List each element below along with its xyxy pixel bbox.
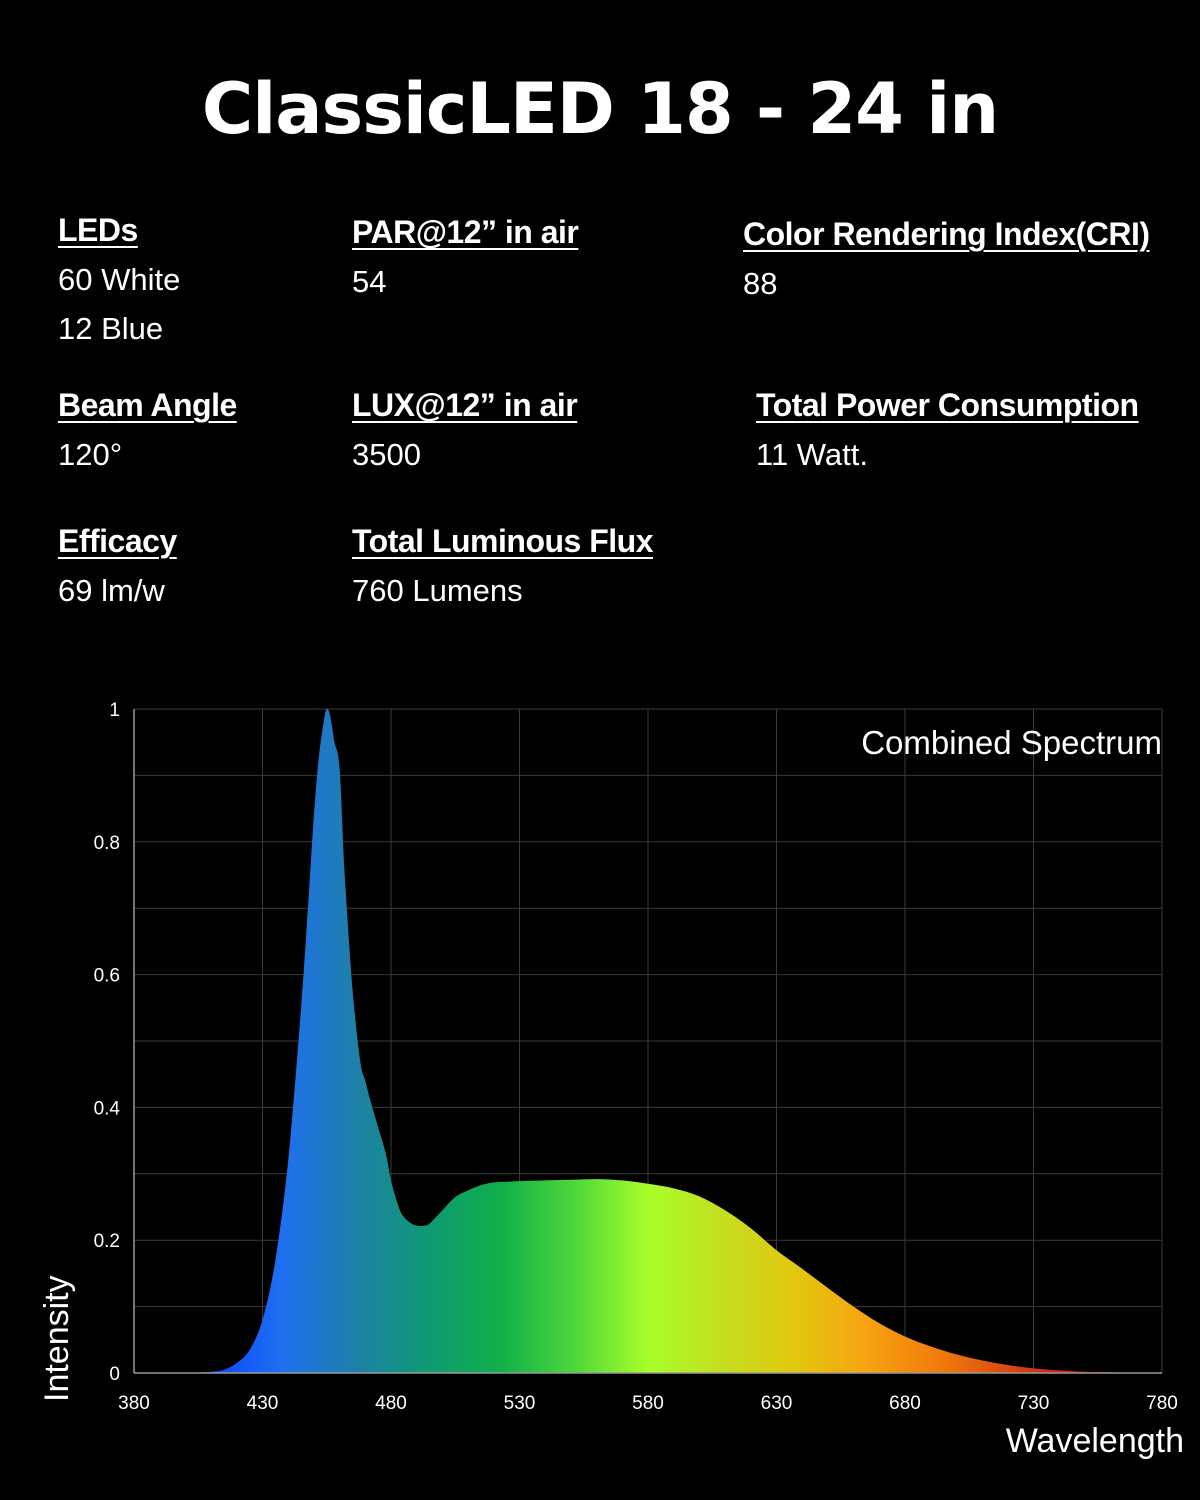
chart-annotation: Combined Spectrum	[861, 724, 1162, 761]
spec-leds-value-white: 60 White	[58, 262, 181, 297]
y-tick-label: 1	[109, 700, 120, 721]
y-axis-label: Intensity	[38, 1275, 76, 1402]
spec-flux: Total Luminous Flux 760 Lumens	[352, 523, 654, 615]
y-tick-label: 0.8	[94, 833, 120, 854]
spec-leds-value-blue: 12 Blue	[58, 311, 164, 346]
spec-flux-value: 760 Lumens	[352, 573, 523, 608]
spec-efficacy-value: 69 lm/w	[58, 573, 165, 608]
spec-cri-value: 88	[743, 266, 778, 301]
spec-lux-label: LUX@12” in air	[352, 387, 578, 423]
x-tick-label: 380	[118, 1393, 150, 1414]
spec-cri: Color Rendering Index(CRI) 88	[743, 216, 1150, 308]
spec-par-value: 54	[352, 264, 387, 299]
y-tick-label: 0.4	[94, 1098, 121, 1119]
spec-power-value: 11 Watt.	[756, 437, 868, 472]
x-tick-label: 780	[1146, 1393, 1178, 1414]
spec-flux-label: Total Luminous Flux	[352, 523, 654, 559]
x-tick-label: 630	[761, 1393, 793, 1414]
spec-par-label: PAR@12” in air	[352, 214, 579, 250]
y-tick-labels: 0 0.2 0.4 0.6 0.8 1	[94, 700, 121, 1385]
spectrum-area	[134, 708, 1162, 1373]
spec-leds: LEDs 60 White 12 Blue	[58, 212, 180, 353]
x-tick-label: 730	[1018, 1393, 1050, 1414]
y-tick-label: 0	[109, 1364, 120, 1385]
spec-power-label: Total Power Consumption	[756, 387, 1139, 423]
spec-beam-angle: Beam Angle 120°	[58, 387, 237, 479]
x-tick-label: 480	[375, 1393, 407, 1414]
x-tick-label: 530	[504, 1393, 536, 1414]
spec-lux: LUX@12” in air 3500	[352, 387, 578, 479]
spec-beam-angle-label: Beam Angle	[58, 387, 237, 423]
x-tick-labels: 380 430 480 530 580 630 680 730 780	[118, 1393, 1178, 1414]
spec-power: Total Power Consumption 11 Watt.	[756, 387, 1139, 479]
spec-efficacy-label: Efficacy	[58, 523, 177, 559]
x-axis-label: Wavelength	[1006, 1422, 1184, 1460]
spec-efficacy: Efficacy 69 lm/w	[58, 523, 177, 615]
y-tick-label: 0.6	[94, 966, 120, 987]
spec-beam-angle-value: 120°	[58, 437, 123, 472]
spec-leds-label: LEDs	[58, 212, 138, 248]
spec-cri-label: Color Rendering Index(CRI)	[743, 216, 1150, 252]
y-tick-label: 0.2	[94, 1231, 120, 1252]
x-tick-label: 430	[247, 1393, 279, 1414]
x-tick-label: 680	[889, 1393, 921, 1414]
spec-par: PAR@12” in air 54	[352, 214, 579, 306]
x-tick-label: 580	[632, 1393, 664, 1414]
page-title: ClassicLED 18 - 24 in	[201, 68, 999, 150]
spec-lux-value: 3500	[352, 437, 421, 472]
